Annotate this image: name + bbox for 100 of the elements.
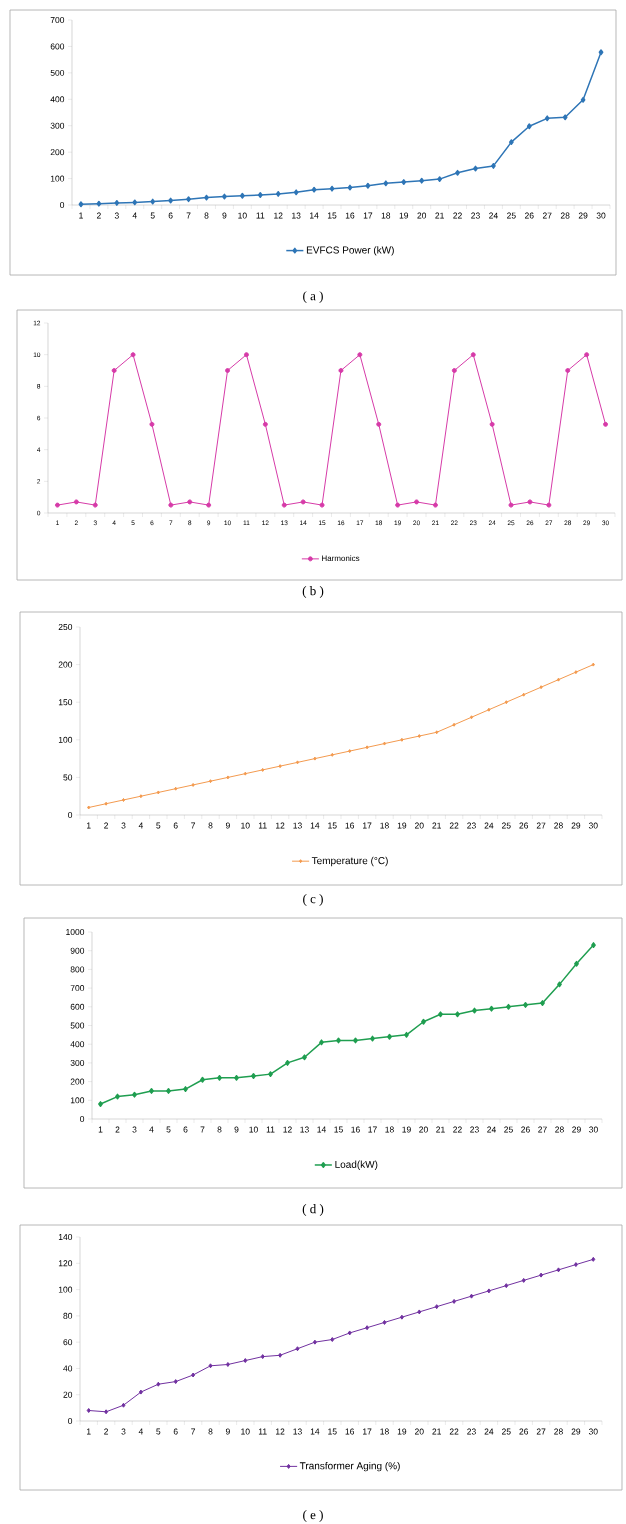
point [562,114,568,121]
point [370,1035,375,1042]
x-tick-label: 14 [310,212,319,219]
x-tick-label: 21 [432,822,441,829]
point [149,1088,154,1094]
point [111,368,117,374]
point [557,981,562,988]
point [347,1330,352,1336]
x-tick-label: 29 [578,212,588,219]
point [262,421,268,427]
x-tick-label: 6 [173,822,178,829]
point [419,177,425,184]
point [376,421,382,427]
point [168,197,174,204]
x-tick-label: 14 [310,1428,320,1435]
x-tick-label: 24 [489,212,498,219]
legend-label: Transformer Aging (%) [299,1462,400,1472]
legend-label: Temperature (°C) [311,856,388,867]
x-tick-label: 18 [380,822,389,829]
point [469,1293,474,1299]
x-tick-label: 19 [399,212,409,219]
y-tick-label: 120 [58,1260,73,1267]
y-tick-label: 250 [58,624,73,631]
point [383,180,389,187]
y-tick-label: 200 [58,661,73,668]
point [435,730,439,735]
point [156,790,160,795]
point [338,368,344,374]
point [469,715,474,720]
x-tick-label: 7 [191,1428,196,1435]
point [417,734,421,739]
x-tick-label: 2 [104,822,109,829]
y-tick-label: 150 [58,699,73,706]
y-tick-label: 140 [58,1234,73,1241]
x-tick-label: 13 [293,1428,302,1435]
point [508,502,514,508]
point [132,199,138,206]
x-tick-label: 24 [484,1428,494,1435]
point [434,1304,439,1310]
x-tick-label: 9 [225,822,230,829]
point [261,767,265,772]
point [295,1346,300,1352]
x-tick-label: 11 [258,1428,267,1435]
point [96,200,102,207]
y-tick-label: 1000 [66,929,85,936]
point [204,194,209,201]
x-tick-label: 12 [283,1126,292,1133]
y-tick-label: 20 [63,1391,73,1398]
point [523,1001,528,1008]
point [521,1277,526,1283]
point [281,502,287,508]
y-tick-label: 200 [50,149,65,156]
point [217,1074,222,1081]
x-tick-label: 25 [501,1428,511,1435]
x-tick-label: 14 [310,822,320,829]
x-tick-label: 19 [397,822,407,829]
point [173,1379,178,1385]
point [174,786,178,791]
y-tick-label: 0 [80,1116,85,1123]
point [92,502,98,508]
x-tick-label: 30 [588,822,598,829]
point [348,749,352,754]
x-tick-label: 30 [589,1126,598,1133]
x-tick-label: 16 [351,1126,360,1133]
x-tick-label: 12 [274,212,283,219]
x-tick-label: 23 [470,1126,479,1133]
x-tick-label: 4 [149,1126,154,1133]
x-tick-label: 5 [150,212,155,219]
point [330,752,334,757]
y-tick-label: 700 [70,985,85,992]
x-tick-label: 8 [217,1126,222,1133]
point [300,499,306,505]
x-tick-label: 23 [467,1428,476,1435]
point [365,182,371,189]
point [149,421,155,427]
point [347,184,353,191]
point [330,1337,335,1343]
text: ( c ) [303,894,323,906]
point [504,700,508,705]
point [73,499,79,505]
point [150,198,156,205]
point [584,352,590,358]
point [470,352,476,358]
point [319,1039,324,1046]
y-tick-label: 300 [50,122,65,129]
x-tick-label: 28 [554,1428,563,1435]
x-tick-label: 18 [380,1428,389,1435]
x-tick-label: 1 [98,1126,103,1133]
y-tick-label: 400 [50,96,65,103]
point [87,805,91,810]
x-tick-label: 7 [191,822,196,829]
point [329,185,335,192]
x-tick-label: 8 [208,822,213,829]
x-tick-label: 6 [168,212,173,219]
point [522,692,526,697]
point [580,96,586,103]
point [222,193,227,200]
x-tick-label: 16 [345,1428,355,1435]
point [243,352,249,358]
point [421,1018,426,1025]
